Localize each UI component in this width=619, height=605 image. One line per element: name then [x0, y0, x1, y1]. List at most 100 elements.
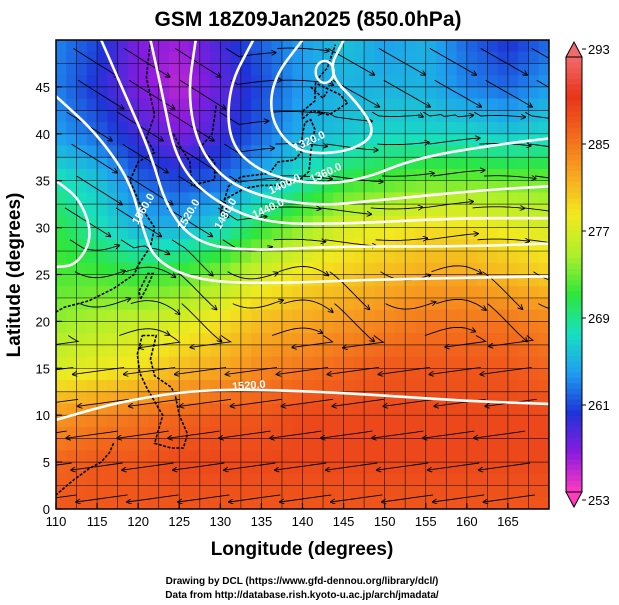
field-cell	[199, 215, 211, 229]
field-cell	[158, 426, 170, 440]
field-cell	[251, 133, 262, 147]
field-cell	[169, 40, 180, 53]
field-cell	[466, 333, 478, 346]
streamline	[329, 271, 370, 310]
field-cell	[384, 321, 396, 334]
field-cell	[302, 438, 314, 451]
field-cell	[179, 274, 191, 287]
field-cell	[374, 110, 386, 123]
field-cell	[323, 86, 334, 100]
field-cell	[210, 227, 221, 240]
field-cell	[497, 98, 509, 111]
streamline	[171, 239, 213, 276]
field-cell	[507, 368, 519, 381]
field-cell	[456, 227, 468, 240]
field-cell	[240, 40, 252, 53]
colorbar-tick-label: 285	[588, 137, 610, 152]
field-cell	[466, 169, 478, 182]
field-cell	[538, 356, 549, 369]
field-cell	[302, 462, 314, 475]
streamline	[428, 138, 480, 145]
field-cell	[425, 462, 437, 475]
field-cell	[364, 98, 375, 111]
field-cell	[312, 356, 324, 369]
field-cell	[466, 297, 478, 311]
field-cell	[384, 51, 396, 64]
field-cell	[374, 75, 386, 88]
field-cell	[56, 438, 67, 451]
field-cell	[487, 450, 499, 463]
field-cell	[394, 169, 406, 182]
field-cell	[333, 192, 345, 205]
field-cell	[148, 309, 160, 322]
field-cell	[66, 391, 78, 405]
colorbar-segment	[566, 475, 582, 482]
field-cell	[518, 75, 530, 88]
field-cell	[76, 239, 88, 252]
field-cell	[76, 110, 88, 123]
field-cell	[333, 415, 345, 428]
field-cell	[282, 368, 293, 381]
field-cell	[364, 391, 375, 405]
field-cell	[179, 473, 191, 487]
field-cell	[436, 98, 447, 111]
field-cell	[436, 157, 447, 170]
field-cell	[405, 86, 417, 100]
field-cell	[364, 86, 375, 100]
field-cell	[323, 497, 334, 509]
field-cell	[261, 297, 273, 311]
field-cell	[76, 286, 88, 299]
field-cell	[415, 297, 427, 311]
streamline	[536, 79, 549, 88]
field-cell	[251, 262, 262, 276]
colorbar-segment	[566, 410, 582, 417]
field-cell	[436, 438, 447, 451]
colorbar-segment	[566, 361, 582, 368]
field-cell	[158, 380, 170, 393]
field-cell	[302, 180, 314, 193]
field-cell	[292, 251, 304, 264]
field-cell	[292, 438, 304, 451]
field-cell	[169, 122, 180, 135]
colorbar-segment	[566, 312, 582, 319]
field-cell	[405, 286, 417, 299]
field-cell	[405, 497, 417, 509]
field-cell	[292, 286, 304, 299]
field-cell	[199, 110, 211, 123]
field-cell	[477, 110, 488, 123]
streamline	[122, 143, 168, 173]
field-cell	[282, 309, 293, 322]
field-cell	[220, 169, 232, 182]
field-cell	[271, 274, 283, 287]
field-cell	[127, 485, 139, 498]
field-cell	[138, 473, 150, 487]
field-cell	[240, 403, 252, 416]
field-cell	[240, 169, 252, 182]
field-cell	[415, 473, 427, 487]
field-cell	[251, 215, 262, 229]
field-cell	[251, 485, 262, 498]
field-cell	[425, 485, 437, 498]
field-cell	[487, 262, 499, 276]
field-cell	[394, 145, 406, 158]
field-cell	[282, 426, 293, 440]
field-cell	[282, 204, 293, 217]
field-cell	[117, 462, 129, 475]
field-cell	[374, 344, 386, 358]
field-cell	[446, 391, 458, 405]
field-cell	[302, 40, 314, 53]
field-cell	[230, 98, 242, 111]
streamline	[77, 79, 123, 109]
field-cell	[66, 192, 78, 205]
field-cell	[384, 227, 396, 240]
field-cell	[405, 415, 417, 428]
chart-title: GSM 18Z09Jan2025 (850.0hPa)	[154, 8, 461, 31]
streamline	[473, 111, 525, 117]
field-cell	[302, 110, 314, 123]
field-cell	[425, 145, 437, 158]
field-cell	[538, 122, 549, 135]
field-cell	[425, 380, 437, 393]
field-cell	[158, 321, 170, 334]
field-cell	[333, 497, 345, 509]
field-cell	[97, 192, 108, 205]
